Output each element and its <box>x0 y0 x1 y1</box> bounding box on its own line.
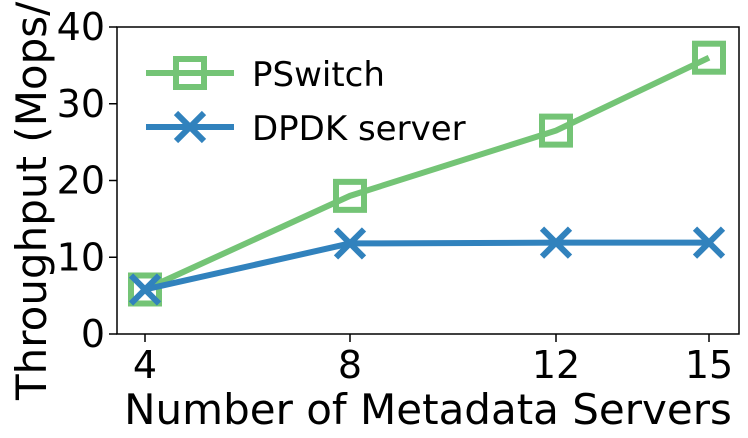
x-tick-label: 4 <box>133 343 157 387</box>
series-layer <box>128 40 726 307</box>
series-line <box>144 239 709 293</box>
data-point <box>128 272 162 307</box>
x-axis-label: Number of Metadata Servers <box>124 385 732 434</box>
y-axis: 0 10 20 30 40 <box>57 5 117 356</box>
y-tick-label: 20 <box>57 159 105 203</box>
series-line <box>143 54 711 293</box>
legend-label-pswitch: PSwitch <box>252 55 385 95</box>
y-tick-label: 0 <box>81 312 105 356</box>
data-point <box>692 40 726 75</box>
y-tick-label: 40 <box>57 5 105 49</box>
legend-marker-dpdk <box>173 110 207 144</box>
y-tick-label: 10 <box>57 235 105 279</box>
y-axis-label: Throughput (Mops/s) <box>7 0 56 401</box>
data-point <box>539 226 573 259</box>
legend-marker-pswitch <box>173 56 207 90</box>
x-tick-label: 15 <box>685 343 733 387</box>
data-point <box>539 113 573 148</box>
data-point <box>692 226 726 259</box>
y-tick-label: 30 <box>57 82 105 126</box>
legend-label-dpdk: DPDK server <box>252 109 466 149</box>
legend: PSwitch DPDK server <box>146 55 466 149</box>
data-point <box>333 227 367 260</box>
data-point <box>128 273 162 306</box>
data-point <box>333 178 367 213</box>
series-dpdk-server <box>128 226 726 306</box>
series-pswitch <box>128 40 726 307</box>
x-tick-label: 12 <box>532 343 580 387</box>
x-axis: 4 8 12 15 <box>133 334 733 387</box>
y-axis-label-clip: Throughput (Mops/s) <box>7 0 56 401</box>
x-tick-label: 8 <box>338 343 362 387</box>
